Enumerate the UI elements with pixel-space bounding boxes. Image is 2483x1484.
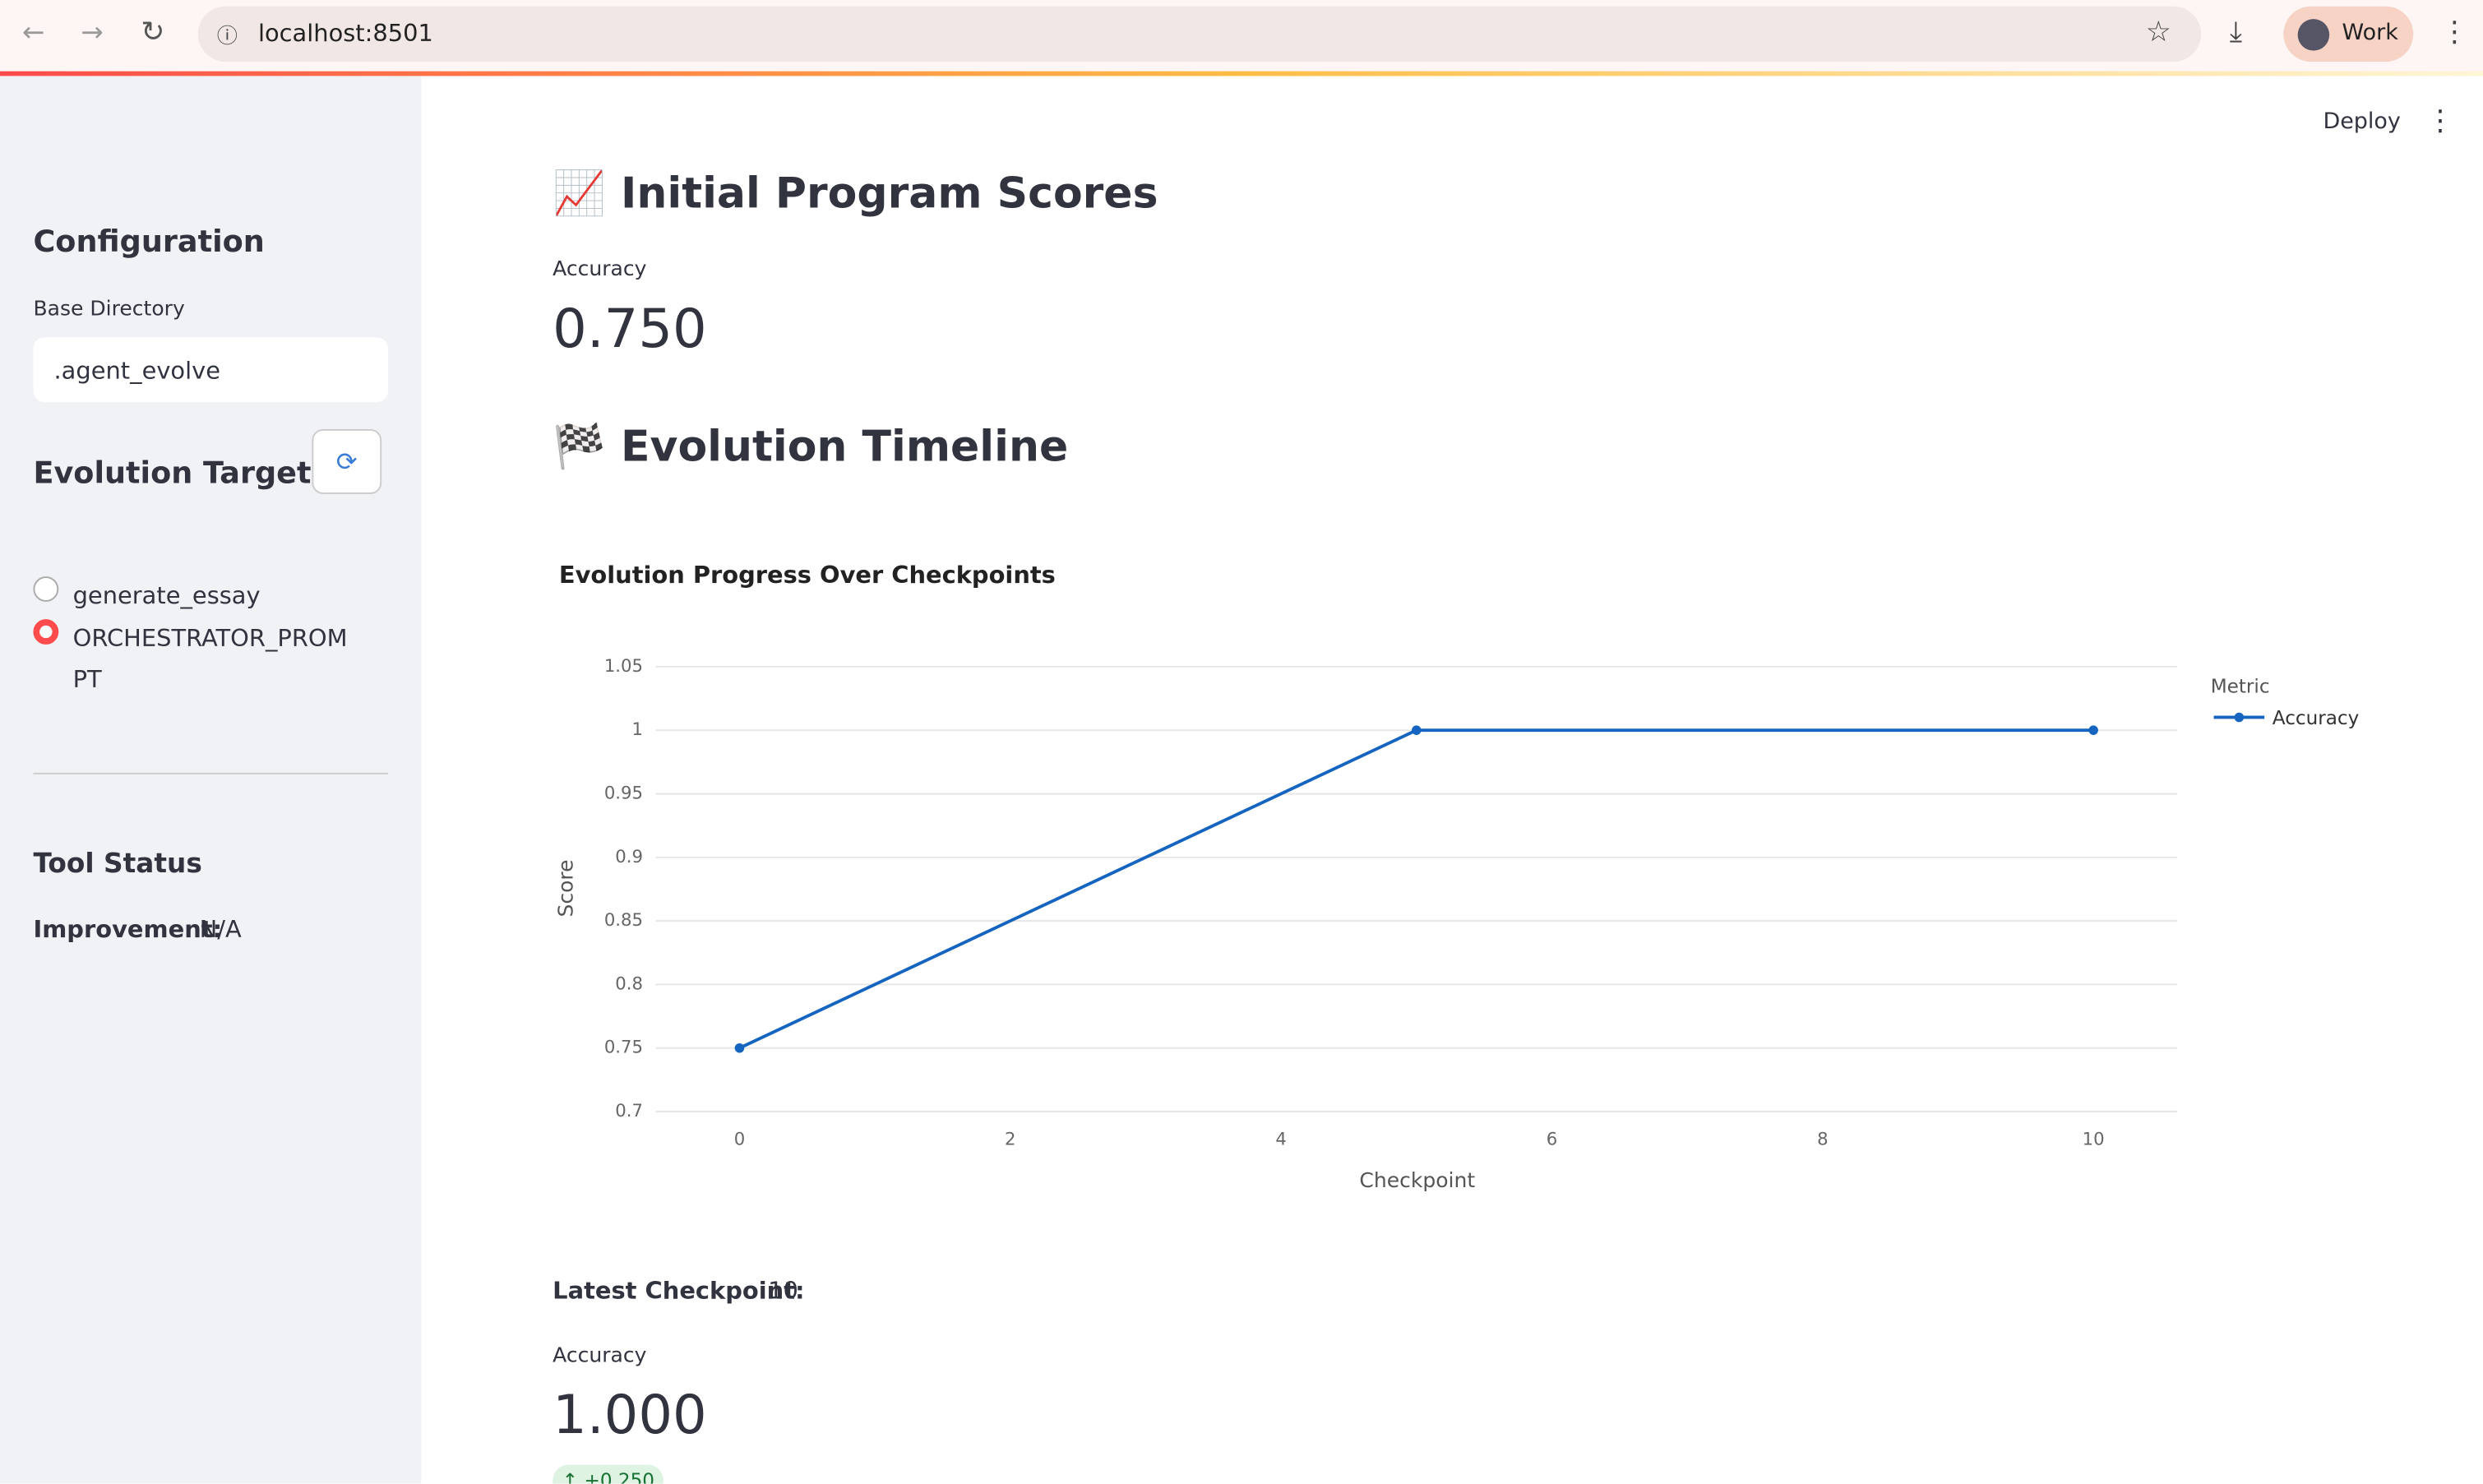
y-tick-label: 0.85 — [604, 909, 643, 930]
url-text: localhost:8501 — [257, 19, 433, 48]
reload-button[interactable]: ↻ — [141, 16, 165, 49]
y-tick-label: 0.9 — [615, 846, 643, 867]
sidebar-title: Configuration — [33, 224, 265, 260]
data-line — [738, 728, 2094, 1050]
metric-delta: ↑ +0.250 — [553, 1464, 664, 1484]
profile-name: Work — [2342, 21, 2398, 46]
loading-bar — [0, 71, 2483, 76]
improvement-label: Improvement: — [33, 915, 223, 944]
browser-menu[interactable]: ⋮ — [2439, 16, 2469, 49]
chart-title: Evolution Progress Over Checkpoints — [559, 561, 1056, 589]
site-info: ⓘ — [216, 25, 238, 49]
back-button[interactable]: ← — [21, 17, 45, 49]
latest-label: Latest Checkpoint: — [553, 1276, 805, 1306]
metric-value: 0.750 — [553, 298, 707, 362]
app-menu[interactable]: ⋮ — [2425, 104, 2455, 138]
sidebar — [0, 76, 422, 1484]
forward-button[interactable]: → — [81, 17, 104, 49]
text-input[interactable]: .agent_evolve — [33, 337, 388, 403]
avatar — [2297, 19, 2330, 51]
browser-toolbar: ← → ↻ ⓘ localhost:8501 ☆ ⤓ Work ⋮ — [0, 0, 2483, 73]
input-value: .agent_evolve — [53, 356, 221, 386]
chart: Evolution Progress Over Checkpoints Chec… — [554, 561, 2360, 1192]
section-title: Tool Status — [33, 848, 202, 881]
x-tick-label: 2 — [1005, 1129, 1015, 1149]
y-tick-label: 0.8 — [615, 973, 643, 993]
y-tick-label: 0.7 — [615, 1100, 643, 1121]
y-tick-label: 1 — [631, 719, 642, 739]
metric-label: Accuracy — [553, 257, 647, 282]
address-bar[interactable]: ⓘ localhost:8501 ☆ — [197, 6, 2202, 62]
section-title: Evolution Targets — [33, 455, 330, 492]
data-point — [2088, 725, 2098, 735]
x-axis-title: Checkpoint — [1359, 1168, 1475, 1192]
y-tick-label: 0.95 — [604, 782, 643, 802]
latest-value: 10 — [768, 1276, 798, 1306]
x-tick-label: 0 — [734, 1129, 745, 1149]
data-point — [1412, 725, 1422, 735]
metric-label: Accuracy — [553, 1344, 647, 1369]
x-tick-label: 8 — [1817, 1129, 1828, 1149]
x-tick-label: 10 — [2083, 1129, 2105, 1149]
y-tick-label: 1.05 — [604, 655, 643, 676]
profile-button[interactable]: Work — [2283, 6, 2414, 62]
delta-text: +0.250 — [584, 1469, 655, 1484]
radio-button[interactable] — [33, 576, 59, 602]
legend-dot — [2234, 712, 2245, 723]
radio-button[interactable] — [33, 619, 59, 645]
legend-title: Metric — [2211, 676, 2270, 697]
refresh-button[interactable]: ⟳ — [312, 428, 382, 494]
divider — [33, 772, 388, 774]
legend-label: Accuracy — [2273, 708, 2360, 729]
radio-label[interactable]: generate_essay — [72, 580, 261, 610]
heading: 🏁 Evolution Timeline — [553, 423, 1069, 472]
deploy-button[interactable]: Deploy — [2323, 109, 2401, 135]
improvement-value: N/A — [199, 915, 242, 944]
download-button[interactable]: ⤓ — [2229, 16, 2243, 49]
data-point — [734, 1042, 745, 1053]
delta-arrow: ↑ — [562, 1469, 585, 1484]
x-tick-label: 4 — [1275, 1129, 1286, 1149]
radio-label[interactable]: ORCHESTRATOR_PROMPT — [72, 623, 348, 694]
input-label: Base Directory — [33, 298, 185, 321]
x-tick-label: 6 — [1547, 1129, 1557, 1149]
bookmark-star[interactable]: ☆ — [2145, 16, 2171, 49]
metric-value: 1.000 — [553, 1384, 707, 1448]
heading: 📈 Initial Program Scores — [553, 169, 1158, 219]
y-tick-label: 0.75 — [604, 1037, 643, 1057]
y-axis-title: Score — [554, 859, 578, 917]
